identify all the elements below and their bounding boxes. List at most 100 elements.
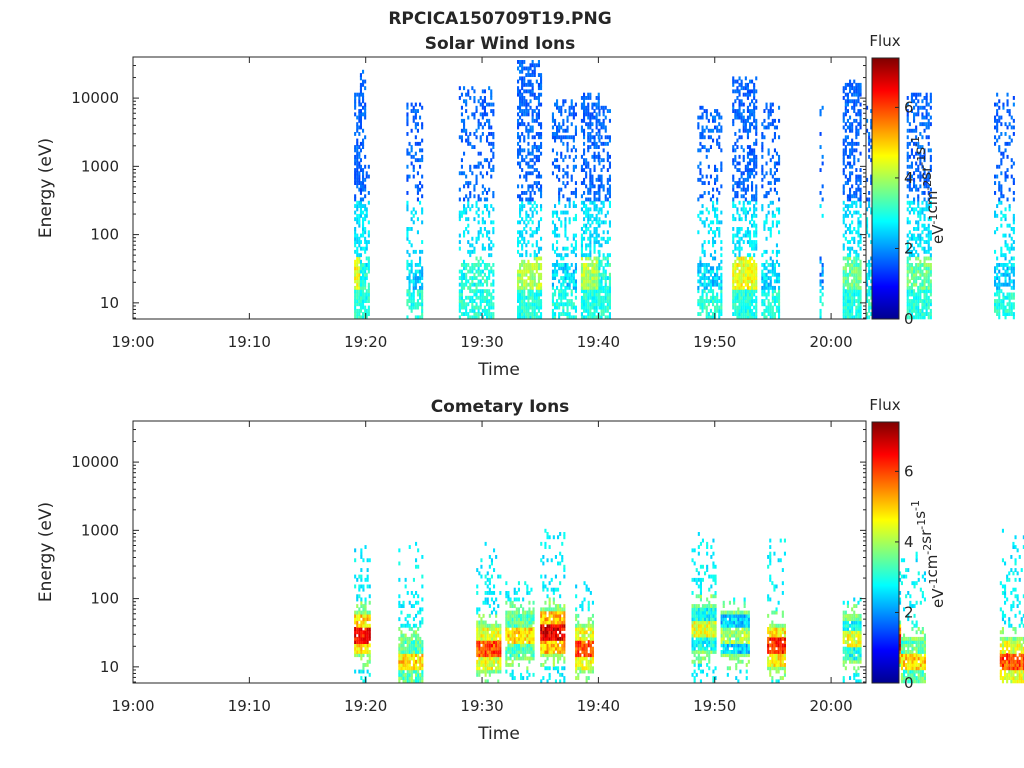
heatmap-cell	[925, 305, 928, 310]
heatmap-cell	[744, 308, 747, 313]
heatmap-cell	[866, 118, 869, 123]
heatmap-cell	[463, 299, 466, 303]
heatmap-cell	[755, 132, 758, 136]
heatmap-cell	[585, 105, 588, 110]
heatmap-cell	[463, 263, 466, 267]
heatmap-cell	[746, 174, 749, 179]
heatmap-cell	[1006, 272, 1009, 277]
heatmap-cell	[844, 145, 847, 149]
heatmap-cell	[416, 128, 419, 133]
heatmap-cell	[362, 128, 365, 133]
heatmap-cell	[359, 263, 362, 267]
heatmap-cell	[701, 128, 704, 133]
heatmap-cell	[523, 263, 526, 267]
heatmap-cell	[481, 210, 484, 215]
heatmap-cell	[554, 138, 557, 143]
heatmap-cell	[477, 161, 480, 166]
heatmap-cell	[572, 115, 575, 120]
heatmap-cell	[1008, 141, 1011, 146]
heatmap-cell	[529, 164, 532, 169]
heatmap-cell	[996, 204, 999, 208]
heatmap-cell	[740, 227, 743, 231]
heatmap-cell	[566, 263, 569, 267]
heatmap-cell	[1002, 253, 1005, 258]
heatmap-cell	[732, 82, 735, 87]
heatmap-cell	[525, 266, 528, 271]
heatmap-cell	[844, 315, 847, 320]
heatmap-cell	[915, 92, 918, 97]
heatmap-cell	[490, 96, 493, 100]
heatmap-cell	[554, 118, 557, 123]
heatmap-cell	[492, 305, 495, 310]
heatmap-cell	[849, 177, 852, 182]
heatmap-cell	[354, 650, 357, 654]
heatmap-cell	[362, 623, 365, 628]
heatmap-cell	[921, 269, 924, 274]
heatmap-cell	[562, 122, 565, 127]
heatmap-cell	[568, 105, 571, 110]
heatmap-cell	[562, 282, 565, 287]
heatmap-cell	[574, 164, 577, 169]
heatmap-cell	[753, 299, 756, 303]
heatmap-cell	[608, 187, 611, 192]
heatmap-cell	[600, 174, 603, 179]
heatmap-cell	[1006, 308, 1009, 313]
heatmap-cell	[753, 105, 756, 110]
heatmap-cell	[602, 148, 605, 153]
heatmap-cell	[608, 272, 611, 277]
heatmap-cell	[602, 204, 605, 208]
heatmap-cell	[356, 249, 359, 254]
heatmap-cell	[517, 125, 520, 130]
heatmap-cell	[551, 115, 554, 120]
heatmap-cell	[570, 122, 573, 127]
heatmap-cell	[479, 161, 482, 166]
heatmap-cell	[849, 282, 852, 287]
heatmap-cell	[356, 174, 359, 179]
heatmap-cell	[1008, 207, 1011, 212]
heatmap-cell	[917, 112, 920, 117]
heatmap-cell	[364, 276, 367, 280]
heatmap-cell	[778, 279, 781, 284]
heatmap-cell	[360, 597, 363, 602]
heatmap-cell	[1002, 194, 1005, 199]
heatmap-cell	[778, 135, 781, 140]
heatmap-cell	[744, 230, 747, 235]
heatmap-cell	[742, 171, 745, 176]
heatmap-cell	[529, 82, 532, 87]
heatmap-cell	[718, 220, 721, 225]
heatmap-cell	[606, 295, 609, 300]
heatmap-cell	[608, 138, 611, 143]
heatmap-cell	[915, 308, 918, 313]
heatmap-cell	[414, 272, 417, 277]
heatmap-cell	[527, 200, 530, 205]
heatmap-cell	[463, 122, 466, 127]
heatmap-cell	[744, 86, 747, 91]
heatmap-cell	[364, 86, 367, 91]
heatmap-cell	[360, 676, 363, 680]
heatmap-cell	[492, 154, 495, 159]
heatmap-cell	[356, 213, 359, 218]
heatmap-cell	[849, 272, 852, 277]
heatmap-cell	[849, 89, 852, 94]
heatmap-cell	[358, 118, 361, 123]
heatmap-cell	[591, 181, 594, 185]
heatmap-cell	[589, 197, 592, 202]
heatmap-cell	[1006, 174, 1009, 179]
heatmap-cell	[535, 145, 538, 149]
heatmap-cell	[701, 308, 704, 313]
heatmap-cell	[738, 269, 741, 274]
heatmap-cell	[753, 213, 756, 218]
heatmap-cell	[749, 115, 752, 120]
heatmap-cell	[517, 236, 520, 241]
heatmap-cell	[574, 308, 577, 313]
heatmap-cell	[732, 118, 735, 123]
heatmap-cell	[744, 289, 747, 294]
heatmap-cell	[765, 161, 768, 166]
heatmap-cell	[910, 233, 913, 238]
heatmap-cell	[994, 135, 997, 140]
heatmap-cell	[477, 295, 480, 300]
heatmap-cell	[471, 289, 474, 294]
heatmap-cell	[593, 217, 596, 222]
heatmap-cell	[849, 154, 852, 159]
heatmap-cell	[701, 105, 704, 110]
